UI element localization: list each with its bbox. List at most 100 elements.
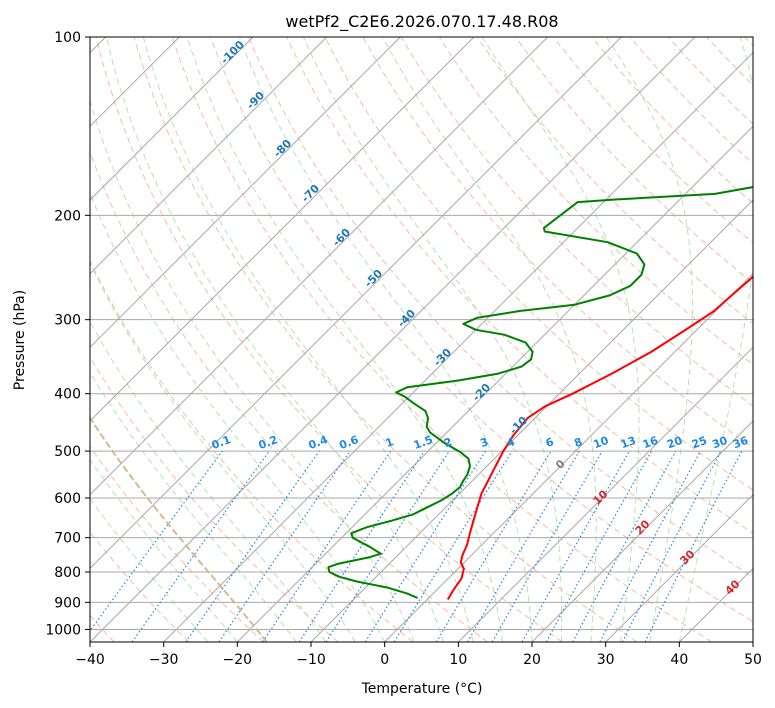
isotherm-label: -50 — [362, 267, 385, 290]
mixing-ratio-label: 3 — [478, 435, 490, 450]
dry-adiabat-line — [171, 37, 712, 642]
sounding-series — [327, 186, 753, 601]
background-lines — [90, 37, 753, 642]
y-tick-label: 700 — [54, 531, 81, 547]
x-tick-label: 10 — [449, 652, 467, 668]
y-axis-ticks: 100 200 300 400 500 600 700 800 900 1000 — [45, 30, 90, 638]
isotherm-line — [90, 37, 622, 570]
moist-adiabat-line — [90, 262, 356, 642]
dry-adiabat-line — [629, 37, 753, 165]
y-tick-label: 100 — [54, 30, 81, 46]
x-tick-label: −40 — [75, 652, 105, 668]
mixing-ratio-line — [599, 450, 702, 642]
dry-adiabat-line — [90, 445, 264, 642]
mixing-ratio-line — [572, 450, 677, 642]
dry-adiabat-line — [591, 37, 753, 204]
moist-adiabat-line — [90, 191, 386, 642]
mixing-ratio-line — [131, 450, 270, 642]
mixing-ratio-label: 0.6 — [338, 433, 361, 452]
x-tick-label: −20 — [223, 652, 253, 668]
dry-adiabat-line — [90, 531, 190, 642]
dry-adiabat-line — [248, 37, 753, 578]
mixing-ratio-line — [298, 450, 425, 642]
isotherm-label: -60 — [330, 226, 353, 249]
x-tick-label: 40 — [670, 652, 688, 668]
temperature-profile-line — [446, 275, 753, 601]
mixing-ratio-line — [185, 450, 320, 642]
dewpoint-profile-line — [327, 186, 753, 599]
isotherm-line — [163, 51, 753, 642]
x-tick-label: 50 — [744, 652, 762, 668]
mixing-ratio-label: 16 — [641, 434, 660, 452]
isotherm-line — [605, 493, 753, 642]
moist-adiabat-line — [90, 498, 209, 642]
isotherm-line — [90, 37, 549, 496]
mixing-ratio-line — [364, 450, 486, 642]
isotherm-label: 0 — [553, 457, 568, 472]
dry-adiabat-line — [286, 37, 753, 534]
dry-adiabat-line — [133, 37, 638, 642]
moist-adiabat-line — [606, 37, 693, 642]
mixing-ratio-label: 10 — [592, 434, 611, 452]
isotherm-label: 40 — [723, 577, 743, 597]
chart-title: wetPf2_C2E6.2026.070.17.48.R08 — [285, 12, 558, 32]
moist-adiabat-line — [382, 37, 597, 642]
mixing-ratio-line — [262, 450, 392, 642]
y-tick-label: 600 — [54, 491, 81, 507]
mixing-ratio-label: 25 — [690, 434, 709, 451]
mixing-ratio-line — [90, 450, 223, 632]
mixing-ratio-label: 0.4 — [307, 433, 330, 452]
isotherm-label: -10 — [507, 414, 530, 437]
dry-adiabat-line — [515, 37, 753, 284]
isotherm-line — [457, 346, 753, 642]
reference-adiabat-line — [90, 416, 268, 642]
plot-frame — [89, 36, 754, 643]
isotherm-label: -80 — [271, 137, 294, 160]
dry-adiabat-line — [90, 356, 339, 642]
isotherm-label: -100 — [218, 38, 247, 67]
mixing-ratio-line — [325, 450, 450, 642]
isotherm-line — [236, 125, 753, 642]
dry-adiabat-line — [438, 37, 753, 366]
isotherm-label: -30 — [431, 346, 454, 369]
isotherm-line — [310, 199, 753, 642]
y-tick-label: 800 — [54, 565, 81, 581]
isotherm-line — [90, 37, 696, 642]
mixing-ratio-line — [393, 450, 513, 642]
mixing-ratio-line — [218, 450, 351, 642]
mixing-ratio-label: 0.2 — [257, 433, 280, 452]
isotherm-label: -90 — [244, 89, 267, 112]
y-tick-label: 400 — [54, 387, 81, 403]
isotherm-line — [90, 37, 328, 275]
dry-adiabat-line — [400, 37, 753, 407]
mixing-ratio-label: 4 — [505, 435, 517, 450]
x-axis-label: Temperature (°C) — [361, 681, 483, 697]
moist-adiabat-line — [186, 37, 503, 642]
x-tick-label: −30 — [149, 652, 179, 668]
mixing-ratio-line — [545, 450, 653, 642]
x-tick-label: −10 — [296, 652, 326, 668]
isotherm-line — [678, 567, 753, 642]
mixing-ratio-label: 20 — [665, 434, 684, 452]
moist-adiabat-line — [90, 458, 238, 642]
dry-adiabat-line — [744, 37, 753, 47]
mixing-ratio-line — [644, 450, 743, 642]
y-tick-label: 900 — [54, 595, 81, 611]
mixing-ratio-label: 30 — [710, 434, 729, 452]
mixing-ratio-label: 1.5 — [412, 433, 435, 452]
y-tick-label: 500 — [54, 444, 81, 460]
moist-adiabat-line — [142, 37, 474, 642]
dry-adiabat-line — [90, 150, 488, 642]
x-tick-label: 30 — [597, 652, 615, 668]
x-axis-ticks: −40 −30 −20 −10 0 10 20 30 40 50 — [75, 642, 762, 668]
dry-adiabat-line — [706, 37, 753, 86]
isotherm-line — [90, 37, 475, 422]
moist-adiabat-line — [238, 37, 533, 642]
mixing-ratio-line — [521, 450, 631, 642]
dry-adiabat-line — [362, 37, 753, 449]
moist-adiabat-line — [90, 320, 327, 642]
moist-adiabat-line — [105, 37, 445, 642]
y-tick-label: 300 — [54, 313, 81, 329]
isotherm-label: 30 — [678, 547, 698, 567]
mixing-ratio-line — [466, 450, 580, 642]
